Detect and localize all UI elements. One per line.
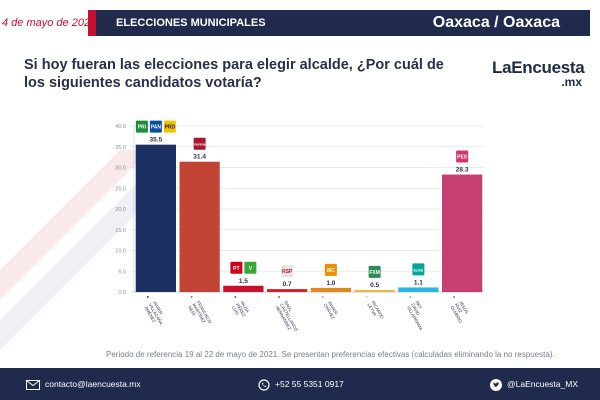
party-logo-text: PAN <box>151 125 162 131</box>
x-tick-label: RAÚLCASTELLANOSHERNÁNDEZ <box>275 300 304 335</box>
category-bullet <box>409 296 412 298</box>
x-tick-text: FRANCISCOMARTÍNEZNERI <box>187 300 213 330</box>
x-tick-text: REYDAVIDVILLARRAMA <box>406 300 433 331</box>
category-bullet <box>365 296 368 298</box>
logo-sub-text: .mx <box>561 75 582 89</box>
decorative-stripes <box>0 150 160 350</box>
x-tick-label: RICARDOLEYVA <box>366 300 385 323</box>
category-bullet <box>278 296 281 298</box>
party-logo <box>193 137 206 150</box>
bar-sheen <box>179 161 220 292</box>
data-label: 1.0 <box>326 280 335 287</box>
y-tick-label: 30.0 <box>115 166 126 172</box>
party-logo <box>368 265 381 278</box>
footer-twitter-text[interactable]: @LaEncuesta_MX <box>507 379 579 389</box>
x-tick-label: JESÚSRUIZOLMEDO <box>450 300 473 324</box>
footer-bar: contacto@laencuesta.mx +52 55 5351 0917 … <box>0 368 600 400</box>
data-label: 0.7 <box>283 281 292 288</box>
x-tick-text: HILDAPÉREZLUIS <box>231 300 251 320</box>
brand-logo: LaEncuesta .mx <box>492 58 585 89</box>
y-tick-label: 25.0 <box>115 186 126 192</box>
party-logo <box>324 263 337 276</box>
bar <box>267 289 308 292</box>
data-label: 28.3 <box>456 167 469 174</box>
party-logo-text: PT <box>233 266 239 272</box>
party-logo-text: PES <box>457 155 468 161</box>
party-logo <box>456 150 469 163</box>
data-label: 35.5 <box>150 137 163 144</box>
bar-chart: 0.0 5.0 10.0 15.0 20.0 25.0 30.0 35.0 40.0 35.5PR… <box>115 120 484 335</box>
bar <box>310 287 351 292</box>
y-tick-label: 5.0 <box>118 269 126 275</box>
y-tick-label: 40.0 <box>115 124 126 130</box>
x-tick-text: JAVIERVILLACAÑAJIMÉNEZ <box>143 300 168 328</box>
y-tick-label: 10.0 <box>115 249 126 255</box>
party-logo-text: RSP <box>282 269 293 275</box>
logo-main-text: LaEncuesta <box>492 58 585 77</box>
header-bar: 4 de mayo de 2021 ELECCIONES MUNICIPALES… <box>0 10 590 36</box>
category-bullet <box>146 296 149 298</box>
data-label: 1.5 <box>239 278 248 285</box>
footer-email[interactable]: contacto@laencuesta.mx <box>26 368 141 400</box>
party-logo <box>149 120 162 133</box>
x-tick-text: JESÚSRUIZOLMEDO <box>450 300 473 324</box>
bar <box>354 289 395 292</box>
x-tick-text: RAÚLCASTELLANOSHERNÁNDEZ <box>275 300 304 335</box>
x-tick-label: JAVIERVILLACAÑAJIMÉNEZ <box>143 300 168 328</box>
x-tick-text: JAVIERCHÁVEZ <box>323 300 341 320</box>
bar-sheen <box>442 174 483 292</box>
data-label: 0.5 <box>370 282 379 289</box>
y-tick-label: 0.0 <box>118 290 126 296</box>
email-icon <box>26 379 40 390</box>
whatsapp-icon <box>258 379 270 391</box>
footer-phone-text[interactable]: +52 55 5351 0917 <box>275 379 344 389</box>
bar <box>398 287 439 292</box>
party-logo <box>412 263 425 276</box>
party-logo-text: PRD <box>165 125 176 131</box>
party-logo <box>135 120 148 133</box>
bar <box>179 161 220 292</box>
bar <box>442 174 483 292</box>
party-logo <box>244 261 257 274</box>
party-logo <box>281 265 294 278</box>
survey-question: Si hoy fueran las elecciones para elegir… <box>24 57 444 91</box>
x-tick-label: FRANCISCOMARTÍNEZNERI <box>187 300 213 330</box>
x-tick-label: JAVIERCHÁVEZ <box>323 300 341 320</box>
y-tick-label: 35.0 <box>115 145 126 151</box>
data-label: 31.4 <box>193 154 206 161</box>
party-logo-text: morena <box>194 143 206 147</box>
bar-sheen <box>135 144 176 292</box>
bar <box>223 285 264 292</box>
header-title: ELECCIONES MUNICIPALES <box>116 17 266 29</box>
y-tick-label: 15.0 <box>115 228 126 234</box>
header-date: 4 de mayo de 2021 <box>0 10 92 36</box>
party-logo-text: PRI <box>138 125 147 131</box>
x-tick-text: RICARDOLEYVA <box>366 300 385 323</box>
category-bullet <box>453 296 456 298</box>
category-bullet <box>190 296 193 298</box>
data-label: 1.1 <box>414 279 423 286</box>
footer-twitter[interactable]: @LaEncuesta_MX <box>490 368 578 400</box>
twitter-icon <box>490 378 502 391</box>
category-bullet <box>321 296 324 298</box>
header-accent <box>88 10 96 36</box>
party-logo-text: ELIGE <box>414 268 424 272</box>
x-tick-label: REYDAVIDVILLARRAMA <box>406 300 433 331</box>
x-tick-label: HILDAPÉREZLUIS <box>231 300 251 320</box>
y-tick-label: 20.0 <box>115 207 126 213</box>
party-logo <box>163 120 176 133</box>
party-logo-text: MC <box>327 268 335 274</box>
party-logo-text: V <box>249 266 253 272</box>
footer-email-text[interactable]: contacto@laencuesta.mx <box>45 379 141 389</box>
category-bullet <box>234 296 237 298</box>
period-note: Periodo de referencia 19 al 22 de mayo d… <box>106 350 555 359</box>
party-logo-text: FXM <box>369 270 380 276</box>
header-region: Oaxaca / Oaxaca <box>432 14 560 31</box>
bar <box>135 144 176 292</box>
party-logo <box>230 261 243 274</box>
footer-phone[interactable]: +52 55 5351 0917 <box>258 368 344 400</box>
